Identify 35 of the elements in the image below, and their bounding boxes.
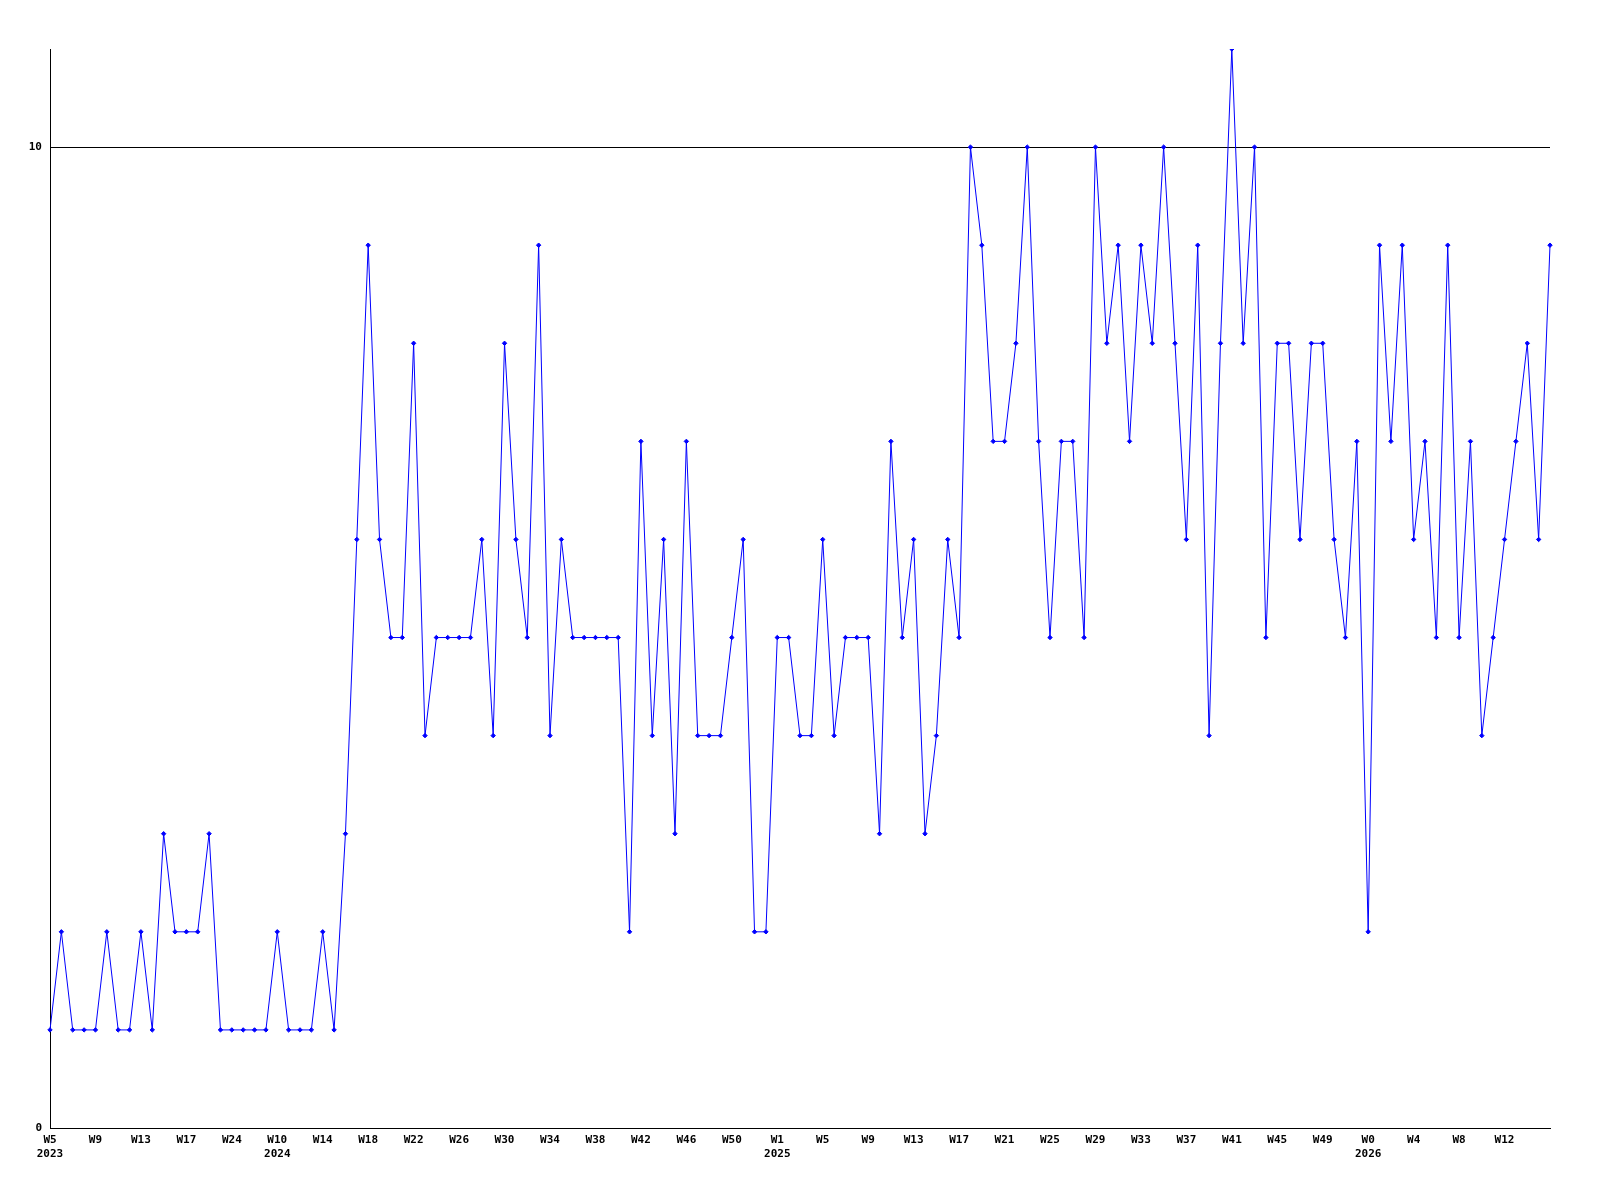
x-tick-label: W25 xyxy=(1040,1133,1060,1147)
x-tick-label: W29 xyxy=(1085,1133,1106,1147)
x-tick-label: W33 xyxy=(1130,1133,1151,1147)
x-tick-label: W24 xyxy=(221,1133,243,1147)
x-tick-label: W9 xyxy=(861,1133,875,1147)
x-tick-label: W9 xyxy=(88,1133,103,1147)
x-tick-label: W41 xyxy=(1221,1133,1243,1147)
x-tick-label: W10 2024 xyxy=(264,1133,291,1160)
x-tick-label: W17 xyxy=(949,1133,970,1147)
x-tick-label: W12 xyxy=(1494,1133,1515,1147)
x-tick-label: W22 xyxy=(403,1133,424,1147)
x-tick-label: W18 xyxy=(358,1133,379,1147)
x-tick-label: W46 xyxy=(676,1133,697,1147)
x-tick-label: W13 xyxy=(903,1133,924,1147)
x-tick-label: W5 xyxy=(816,1133,830,1147)
x-tick-label: W4 xyxy=(1407,1133,1421,1147)
x-tick-label: W37 xyxy=(1176,1133,1197,1147)
x-tick-label: W8 xyxy=(1452,1133,1466,1147)
x-tick-label: W17 xyxy=(176,1133,197,1147)
x-tick-label: W34 xyxy=(540,1133,561,1147)
x-tick-label: W26 xyxy=(449,1133,470,1147)
x-tick-label: W5 2023 xyxy=(36,1133,64,1160)
x-tick-label: W1 2025 xyxy=(764,1133,791,1160)
x-tick-label: W38 xyxy=(585,1133,606,1147)
y-tick-label: 0 xyxy=(35,1120,42,1134)
x-tick-label: W42 xyxy=(630,1133,651,1147)
x-tick-label: W13 xyxy=(130,1133,151,1147)
y-tick-label: 10 xyxy=(28,139,42,153)
x-tick-label: W50 xyxy=(721,1133,742,1147)
x-tick-label: W0 2026 xyxy=(1354,1133,1382,1160)
x-tick-label: W49 xyxy=(1312,1133,1333,1147)
x-tick-label: W21 xyxy=(994,1133,1015,1147)
x-tick-label: W45 xyxy=(1267,1133,1288,1147)
x-tick-label: W30 xyxy=(494,1133,515,1147)
x-tick-label: W14 xyxy=(312,1133,334,1147)
